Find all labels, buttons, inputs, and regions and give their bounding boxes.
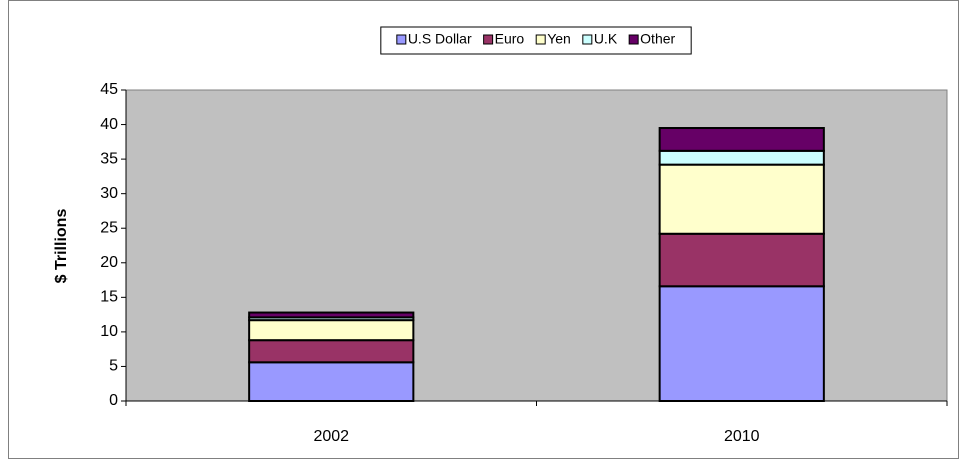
y-tick-label: 25 <box>100 219 118 236</box>
y-tick-label: 45 <box>100 81 118 98</box>
legend: U.S Dollar Euro Yen U.K Other <box>380 26 692 55</box>
x-tick-label: 2002 <box>313 428 349 445</box>
bar-segment <box>248 339 415 364</box>
legend-label: U.S Dollar <box>408 31 472 47</box>
y-tick-label: 30 <box>100 185 118 202</box>
legend-swatch <box>396 34 407 45</box>
x-tick-label: 2010 <box>724 428 760 445</box>
y-tick-label: 15 <box>100 289 118 306</box>
legend-swatch <box>535 34 546 45</box>
legend-label: Other <box>640 31 675 47</box>
y-tick-label: 10 <box>100 323 118 340</box>
legend-swatch <box>628 34 639 45</box>
y-tick-label: 5 <box>109 358 118 375</box>
legend-label: Euro <box>495 31 525 47</box>
legend-swatch <box>582 34 593 45</box>
y-axis-label: $ Trillions <box>53 209 70 284</box>
y-tick-label: 35 <box>100 150 118 167</box>
bar-segment <box>248 361 415 403</box>
legend-label: U.K <box>594 31 618 47</box>
bar-segment <box>658 232 825 288</box>
bar-segment <box>658 149 825 166</box>
legend-label: Yen <box>547 31 571 47</box>
y-tick-label: 40 <box>100 116 118 133</box>
bar-segment <box>248 319 415 342</box>
y-tick-label: 20 <box>100 254 118 271</box>
bar-segment <box>248 311 415 319</box>
y-tick-label: 0 <box>109 392 118 409</box>
bar-segment <box>658 285 825 402</box>
legend-swatch <box>483 34 494 45</box>
bar-segment <box>658 163 825 235</box>
bar-segment <box>658 127 825 152</box>
